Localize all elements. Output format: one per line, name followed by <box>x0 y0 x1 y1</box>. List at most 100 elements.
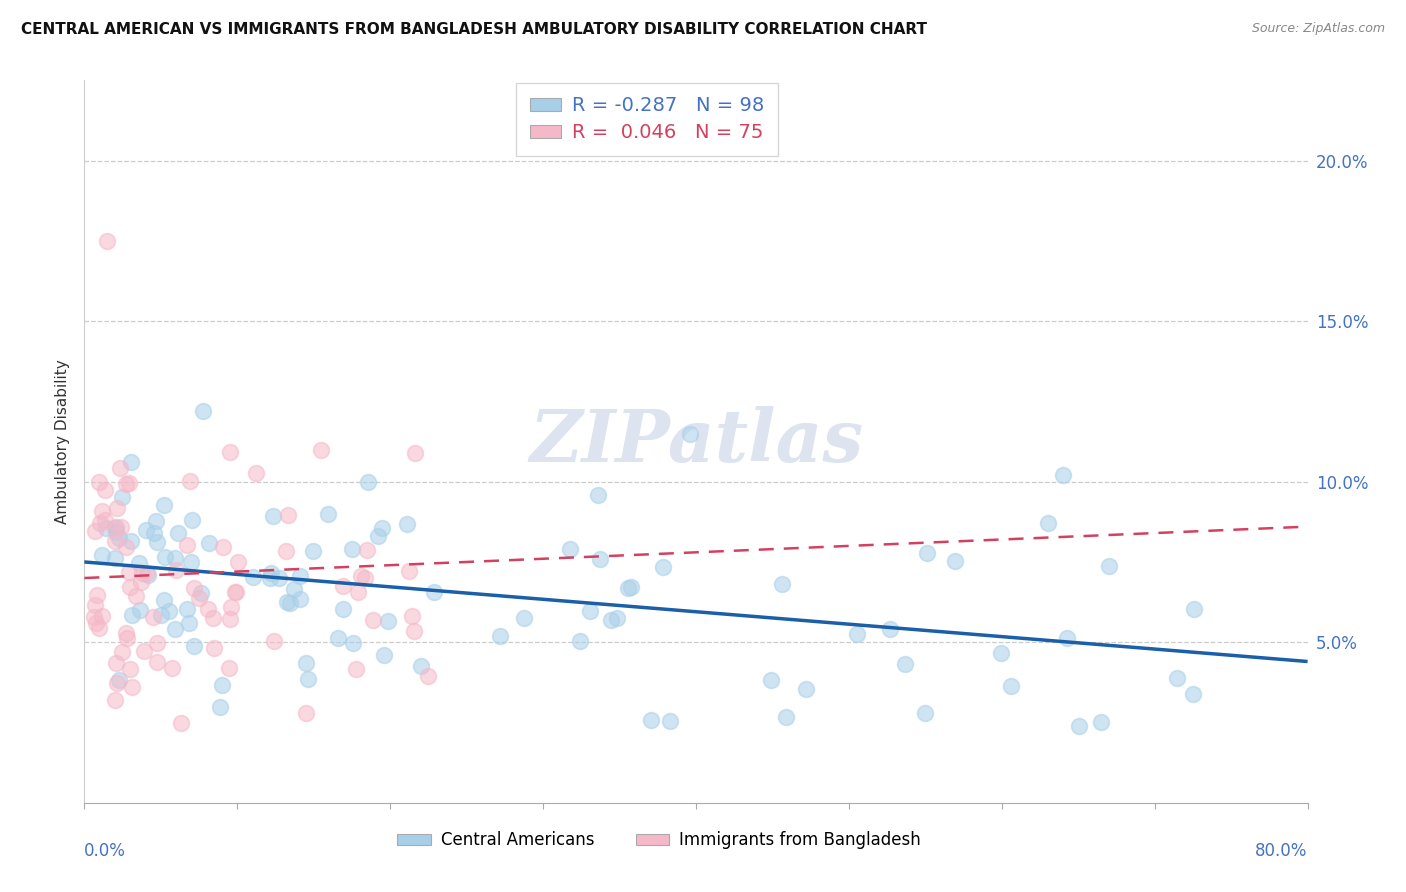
Point <box>354 571 377 585</box>
Point <box>118 476 141 491</box>
Point <box>89 516 111 531</box>
Point <box>131 566 153 580</box>
Point <box>1052 468 1074 483</box>
Point <box>283 582 305 596</box>
Point <box>770 576 793 591</box>
Point <box>145 655 167 669</box>
Point <box>104 534 127 549</box>
Point <box>269 572 291 586</box>
Point <box>104 656 127 670</box>
Point <box>176 538 198 552</box>
Point <box>294 656 316 670</box>
Point <box>202 610 225 624</box>
Point <box>90 504 112 518</box>
Point <box>115 632 138 646</box>
Point <box>180 555 202 569</box>
Point <box>219 600 242 615</box>
Point <box>794 682 817 697</box>
Point <box>150 608 173 623</box>
Point <box>193 403 215 417</box>
Point <box>1166 671 1188 685</box>
Point <box>845 627 868 641</box>
Point <box>128 557 150 571</box>
Point <box>89 621 111 635</box>
Point <box>404 624 426 638</box>
Point <box>340 541 363 556</box>
Point <box>165 551 187 566</box>
Point <box>1182 602 1205 616</box>
Point <box>142 526 165 541</box>
Point <box>679 427 702 442</box>
Point <box>212 540 235 554</box>
Point <box>1181 687 1204 701</box>
Point <box>90 608 112 623</box>
Point <box>94 513 117 527</box>
Point <box>105 500 128 515</box>
Point <box>280 596 302 610</box>
Point <box>242 570 264 584</box>
Point <box>228 556 250 570</box>
Point <box>396 517 419 532</box>
Point <box>332 602 354 616</box>
Point <box>224 584 246 599</box>
Point <box>83 524 105 538</box>
Point <box>1067 719 1090 733</box>
Point <box>651 560 673 574</box>
Point <box>94 521 117 535</box>
Point <box>120 534 142 549</box>
Point <box>578 604 600 618</box>
Point <box>659 714 682 729</box>
Point <box>260 566 283 581</box>
Point <box>894 657 917 671</box>
Point <box>83 610 105 624</box>
Point <box>105 524 128 539</box>
Point <box>274 544 297 558</box>
Point <box>560 541 582 556</box>
Point <box>135 524 157 538</box>
Point <box>617 581 640 595</box>
Point <box>146 636 169 650</box>
Point <box>202 641 225 656</box>
Point <box>990 646 1012 660</box>
Text: ZIPatlas: ZIPatlas <box>529 406 863 477</box>
Point <box>120 661 142 675</box>
Text: Source: ZipAtlas.com: Source: ZipAtlas.com <box>1251 22 1385 36</box>
Point <box>416 668 439 682</box>
Point <box>288 568 311 582</box>
Point <box>1098 559 1121 574</box>
Point <box>311 442 333 457</box>
Point <box>86 615 108 630</box>
Point <box>110 520 132 534</box>
Point <box>489 628 512 642</box>
Text: CENTRAL AMERICAN VS IMMIGRANTS FROM BANGLADESH AMBULATORY DISABILITY CORRELATION: CENTRAL AMERICAN VS IMMIGRANTS FROM BANG… <box>21 22 927 37</box>
Point <box>128 603 150 617</box>
Point <box>104 692 127 706</box>
Point <box>568 633 591 648</box>
Point <box>129 575 152 590</box>
Point <box>1056 632 1078 646</box>
Point <box>915 546 938 560</box>
Point <box>1000 679 1022 693</box>
Point <box>118 566 141 580</box>
Point <box>761 673 783 688</box>
Point <box>96 234 118 248</box>
Point <box>165 564 187 578</box>
Point <box>589 552 612 566</box>
Point <box>84 598 107 612</box>
Point <box>423 585 446 599</box>
Point <box>588 487 610 501</box>
Point <box>104 521 127 535</box>
Point <box>146 534 169 549</box>
Point <box>373 648 395 662</box>
Point <box>176 602 198 616</box>
Point <box>326 631 349 645</box>
Point <box>197 601 219 615</box>
Point <box>879 622 901 636</box>
Point <box>179 475 201 489</box>
Point <box>198 536 221 550</box>
Point <box>170 715 193 730</box>
Point <box>404 446 426 460</box>
Point <box>145 514 167 528</box>
Point <box>914 706 936 720</box>
Point <box>187 591 209 605</box>
